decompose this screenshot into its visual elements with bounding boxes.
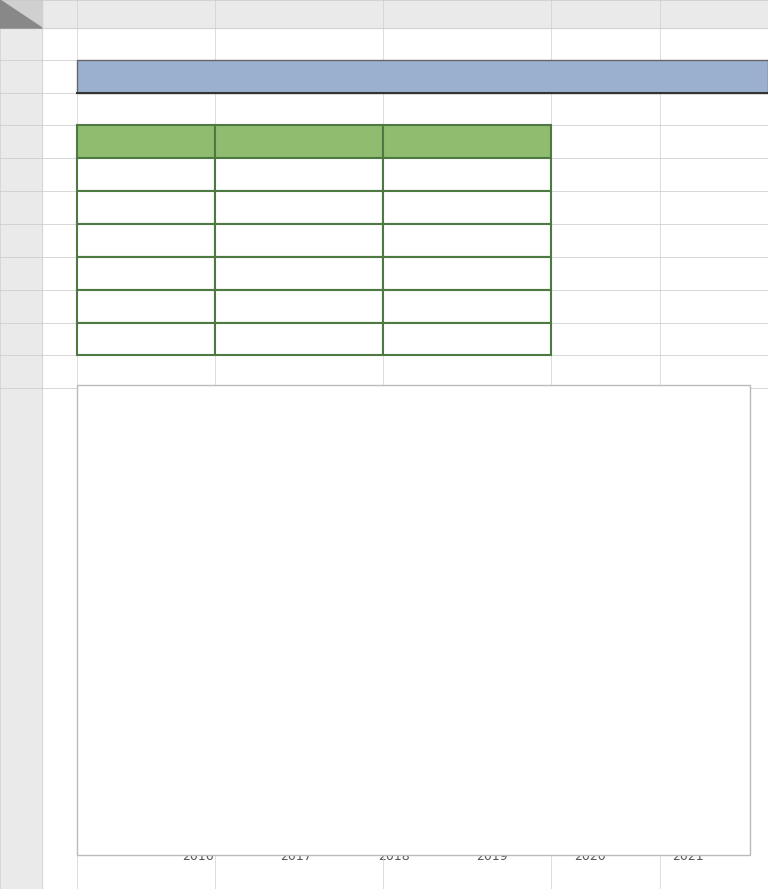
Text: 15: 15 [13, 533, 29, 547]
Text: 10: 10 [13, 332, 29, 345]
Text: $: $ [393, 234, 402, 247]
Text: 17: 17 [13, 594, 29, 606]
Text: F: F [710, 7, 718, 21]
Text: 13: 13 [13, 459, 29, 471]
Text: 18: 18 [13, 623, 29, 637]
Text: 7,000.00: 7,000.00 [482, 234, 543, 247]
Text: 12: 12 [13, 413, 29, 427]
Text: 8,500.00: 8,500.00 [482, 300, 543, 314]
Text: 10,000.00: 10,000.00 [305, 167, 375, 181]
Text: 6,250.00: 6,250.00 [482, 201, 543, 214]
Text: 8: 8 [17, 267, 25, 279]
Text: 7: 7 [17, 234, 25, 246]
Text: $: $ [393, 167, 402, 181]
Text: $: $ [225, 267, 234, 281]
Text: 2: 2 [17, 69, 25, 83]
Text: $: $ [393, 201, 402, 214]
Text: 1: 1 [17, 37, 25, 51]
Text: 12,500.00: 12,500.00 [305, 201, 375, 214]
Text: $: $ [225, 167, 234, 181]
Text: 14: 14 [13, 503, 29, 517]
Text: 9: 9 [17, 300, 25, 313]
Text: 20,000.00: 20,000.00 [305, 332, 375, 346]
Text: 2016: 2016 [128, 167, 164, 181]
Text: 2020: 2020 [128, 300, 164, 314]
Text: 2019: 2019 [128, 267, 164, 281]
Text: 14,000.00: 14,000.00 [305, 234, 375, 247]
Text: 5: 5 [17, 167, 25, 180]
Text: 2018: 2018 [128, 234, 164, 247]
Text: 5,000.00: 5,000.00 [482, 167, 543, 181]
Text: 8,000.00: 8,000.00 [482, 267, 543, 281]
Text: 16,000.00: 16,000.00 [305, 267, 375, 281]
Text: $: $ [393, 267, 402, 281]
Text: 4: 4 [17, 134, 25, 148]
Text: C: C [294, 7, 304, 21]
Text: D: D [462, 7, 472, 21]
Text: 2017: 2017 [128, 201, 164, 214]
Text: $: $ [225, 234, 234, 247]
Text: $: $ [393, 300, 402, 314]
Text: exceldemy
EXCEL · DATA · BI: exceldemy EXCEL · DATA · BI [372, 794, 455, 816]
Text: 17,000.00: 17,000.00 [305, 300, 375, 314]
Text: 19: 19 [13, 653, 29, 667]
Text: $: $ [225, 332, 234, 346]
Text: 2021: 2021 [128, 332, 164, 346]
Text: Sample Dataset: Sample Dataset [323, 67, 521, 86]
Text: $: $ [225, 300, 234, 314]
Text: 16: 16 [13, 564, 29, 576]
Text: A: A [55, 7, 64, 21]
Text: 3: 3 [17, 102, 25, 116]
Text: Years: Years [123, 134, 170, 149]
Text: 6: 6 [17, 201, 25, 213]
Text: $: $ [225, 201, 234, 214]
Text: B: B [141, 7, 151, 21]
Text: 11: 11 [13, 364, 29, 377]
Text: 10,000.00: 10,000.00 [473, 332, 543, 346]
Text: Revenue: Revenue [262, 134, 336, 149]
Text: Chart Title: Chart Title [362, 405, 465, 425]
Text: E: E [601, 7, 609, 21]
Text: Profit: Profit [443, 134, 491, 149]
Text: $: $ [393, 332, 402, 346]
